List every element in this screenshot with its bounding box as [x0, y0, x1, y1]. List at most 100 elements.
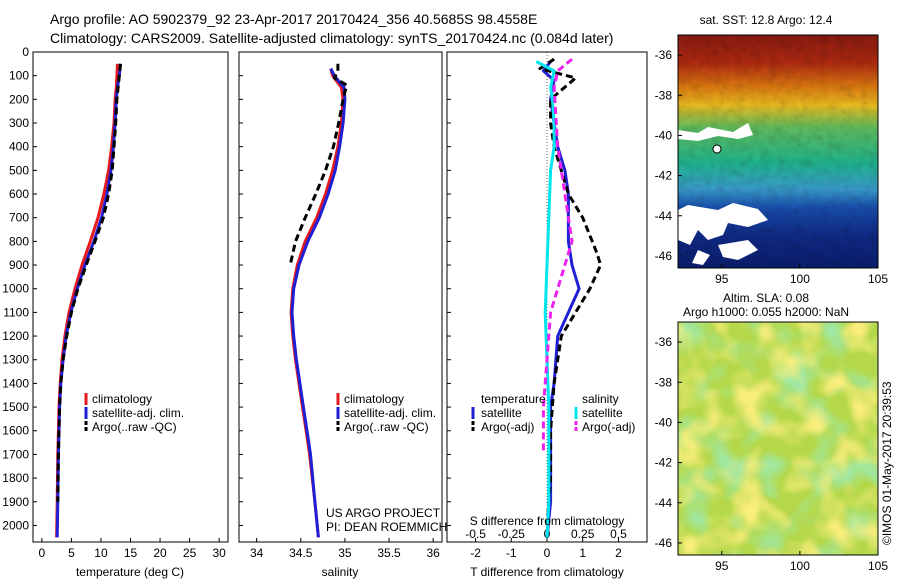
depth-tick-label: 200	[9, 92, 29, 106]
x-tick-label: 10	[94, 546, 108, 560]
depth-tick-label: 1000	[2, 282, 29, 296]
x-tick-label: 1	[579, 546, 586, 560]
difference-depth-axis	[447, 51, 451, 526]
x-tick-label: 35.5	[377, 546, 401, 560]
x-tick-label: 30	[212, 546, 226, 560]
x-tick-label: 20	[153, 546, 167, 560]
temperature-depth-axis: 0 100 200 300 400 500 600 700 800 900 1000 1100 1200…	[2, 45, 37, 532]
series-line	[290, 67, 347, 538]
sst-cloud-mask	[718, 240, 758, 260]
depth-tick-label: 1600	[2, 424, 29, 438]
x-tick-label: 36	[426, 546, 440, 560]
sst-cloud-mask	[678, 123, 753, 141]
lon-tick-label: 105	[868, 559, 888, 573]
lat-tick-label: -42	[655, 169, 673, 183]
sla-lon-axis: 95 100 105	[715, 551, 888, 573]
lon-tick-label: 100	[790, 272, 810, 286]
x-tick-label: 0	[39, 546, 46, 560]
depth-tick-label: 1500	[2, 400, 29, 414]
legend-label-temp-argo: Argo(-adj)	[481, 420, 534, 434]
x-tick-label: 5	[68, 546, 75, 560]
legend-head-temperature: temperature	[481, 392, 546, 406]
lon-tick-label: 105	[868, 272, 888, 286]
sst-lat-axis: -36 -38 -40 -42 -44 -46	[655, 48, 682, 263]
x-tick-label: 35	[338, 546, 352, 560]
series-line	[538, 57, 603, 526]
top-tick-label: -0.5	[465, 527, 486, 541]
legend-label-satellite: satellite-adj. clim.	[92, 406, 184, 420]
temperature-x-label: temperature (deg C)	[76, 565, 184, 579]
salinity-lines	[288, 63, 349, 538]
lat-tick-label: -40	[655, 415, 673, 429]
difference-lines	[535, 57, 603, 538]
legend-label-temp-satellite: satellite	[481, 406, 522, 420]
lat-tick-label: -44	[655, 496, 673, 510]
top-tick-label: 0.25	[571, 527, 595, 541]
sst-lon-axis: 95 100 105	[715, 264, 888, 286]
pi-note: PI: DEAN ROEMMICH	[326, 520, 447, 534]
legend-label-sal-argo: Argo(-adj)	[582, 420, 635, 434]
sst-map-title: sat. SST: 12.8 Argo: 12.4	[700, 13, 833, 27]
x-tick-label: 0	[544, 546, 551, 560]
sst-cloud-mask	[692, 250, 710, 265]
temperature-plot-frame	[32, 51, 229, 543]
lon-tick-label: 95	[715, 559, 729, 573]
depth-tick-label: 400	[9, 140, 29, 154]
legend-label-argo: Argo(..raw -QC)	[92, 420, 177, 434]
depth-tick-label: 2000	[2, 518, 29, 532]
salinity-x-axis: 34 34.5 35 35.5 36	[250, 538, 440, 560]
series-line	[541, 57, 574, 455]
x-tick-label: 25	[183, 546, 197, 560]
lat-tick-label: -36	[655, 335, 673, 349]
depth-tick-label: 900	[9, 258, 29, 272]
depth-tick-label: 1800	[2, 471, 29, 485]
x-tick-label: 34	[250, 546, 264, 560]
depth-tick-label: 100	[9, 69, 29, 83]
salinity-panel: 34 34.5 35 35.5 36 salinity climatology sate…	[238, 51, 447, 579]
salinity-legend: climatology satellite-adj. clim. Argo(..…	[336, 392, 436, 434]
sla-lat-axis: -36 -38 -40 -42 -44 -46	[655, 335, 682, 550]
legend-label-sal-satellite: satellite	[582, 406, 623, 420]
depth-tick-label: 1200	[2, 329, 29, 343]
salinity-x-label: salinity	[322, 565, 359, 579]
lon-tick-label: 95	[715, 272, 729, 286]
legend-label-satellite: satellite-adj. clim.	[344, 406, 436, 420]
figure-title-line2: Climatology: CARS2009. Satellite-adjuste…	[50, 30, 613, 46]
series-line	[288, 63, 349, 266]
sla-high-patches	[678, 322, 878, 555]
figure-title-line1: Argo profile: AO 5902379_92 23-Apr-2017 …	[50, 11, 537, 27]
legend-label-climatology: climatology	[344, 392, 404, 406]
depth-tick-label: 800	[9, 234, 29, 248]
sla-map-title-line2: Argo h1000: 0.055 h2000: NaN	[683, 305, 849, 319]
salinity-depth-axis	[239, 51, 243, 526]
difference-top-label: S difference from climatology	[470, 514, 625, 528]
legend-label-argo: Argo(..raw -QC)	[344, 420, 429, 434]
temperature-panel: 0100200300400500600700800900100011001200…	[2, 45, 229, 579]
lat-tick-label: -46	[655, 249, 673, 263]
argo-location-marker	[712, 144, 722, 154]
lat-tick-label: -46	[655, 536, 673, 550]
lon-tick-label: 100	[790, 559, 810, 573]
sst-map	[678, 35, 878, 268]
temperature-x-axis: 0 5 10 15 20 25 30	[39, 538, 226, 560]
lat-tick-label: -44	[655, 209, 673, 223]
x-tick-label: 15	[124, 546, 138, 560]
lat-tick-label: -36	[655, 48, 673, 62]
lat-tick-label: -42	[655, 456, 673, 470]
x-tick-label: -2	[470, 546, 481, 560]
sst-map-panel: sat. SST: 12.8 Argo: 12.4	[655, 13, 889, 286]
top-tick-label: -0.25	[498, 527, 526, 541]
legend-label-climatology: climatology	[92, 392, 152, 406]
depth-tick-label: 1300	[2, 353, 29, 367]
depth-tick-label: 1900	[2, 495, 29, 509]
depth-tick-label: 600	[9, 187, 29, 201]
sla-map-panel: Altim. SLA: 0.08 Argo h1000: 0.055 h2000…	[655, 291, 889, 573]
depth-tick-label: 0	[22, 45, 29, 59]
credit-stamp: ©IMOS 01-May-2017 20:39:53	[880, 381, 894, 545]
difference-legend: temperature salinity satellite Argo(-adj…	[471, 392, 635, 434]
depth-tick-label: 1100	[3, 305, 29, 319]
difference-x-label: T difference from climatology	[470, 565, 624, 579]
depth-tick-label: 1700	[2, 447, 29, 461]
